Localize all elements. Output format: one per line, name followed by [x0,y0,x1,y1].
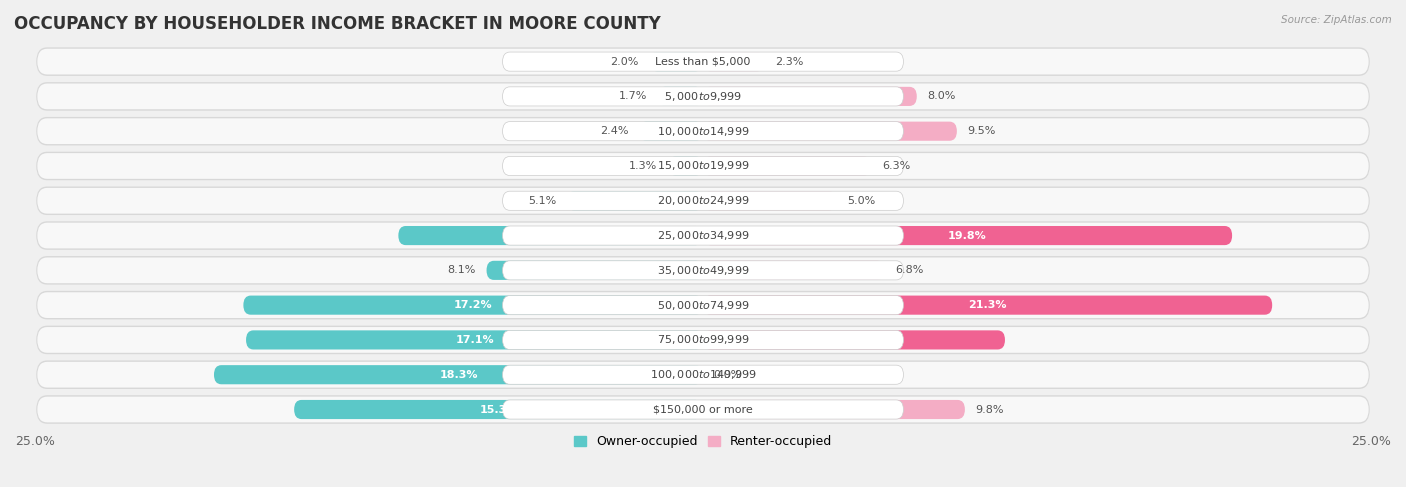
FancyBboxPatch shape [38,118,1368,144]
Text: OCCUPANCY BY HOUSEHOLDER INCOME BRACKET IN MOORE COUNTY: OCCUPANCY BY HOUSEHOLDER INCOME BRACKET … [14,15,661,33]
FancyBboxPatch shape [502,261,904,280]
FancyBboxPatch shape [38,292,1368,318]
FancyBboxPatch shape [294,400,703,419]
FancyBboxPatch shape [214,365,703,384]
Text: 2.0%: 2.0% [610,56,638,67]
Text: 11.3%: 11.3% [835,335,873,345]
FancyBboxPatch shape [502,400,904,419]
Text: 6.3%: 6.3% [882,161,910,171]
Legend: Owner-occupied, Renter-occupied: Owner-occupied, Renter-occupied [568,430,838,453]
FancyBboxPatch shape [38,188,1368,214]
Text: $10,000 to $14,999: $10,000 to $14,999 [657,125,749,138]
FancyBboxPatch shape [38,84,1368,109]
FancyBboxPatch shape [246,330,703,350]
FancyBboxPatch shape [38,362,1368,388]
FancyBboxPatch shape [703,87,917,106]
Text: Less than $5,000: Less than $5,000 [655,56,751,67]
FancyBboxPatch shape [37,360,1369,389]
Text: 5.1%: 5.1% [527,196,555,206]
Text: $100,000 to $149,999: $100,000 to $149,999 [650,368,756,381]
Text: 9.5%: 9.5% [967,126,995,136]
FancyBboxPatch shape [703,52,765,71]
Text: 6.8%: 6.8% [896,265,924,275]
FancyBboxPatch shape [703,296,1272,315]
Text: $75,000 to $99,999: $75,000 to $99,999 [657,334,749,346]
Text: $150,000 or more: $150,000 or more [654,405,752,414]
FancyBboxPatch shape [38,327,1368,353]
Text: 17.1%: 17.1% [456,335,494,345]
Text: 2.3%: 2.3% [775,56,803,67]
Text: $35,000 to $49,999: $35,000 to $49,999 [657,264,749,277]
FancyBboxPatch shape [668,156,703,175]
FancyBboxPatch shape [658,87,703,106]
Text: 9.8%: 9.8% [976,405,1004,414]
Text: $5,000 to $9,999: $5,000 to $9,999 [664,90,742,103]
Text: 5.0%: 5.0% [848,196,876,206]
FancyBboxPatch shape [502,191,904,210]
FancyBboxPatch shape [502,330,904,350]
FancyBboxPatch shape [502,87,904,106]
FancyBboxPatch shape [703,330,1005,350]
Text: 1.3%: 1.3% [630,161,658,171]
Text: 1.7%: 1.7% [619,92,647,101]
Text: 8.0%: 8.0% [928,92,956,101]
FancyBboxPatch shape [703,156,872,175]
FancyBboxPatch shape [638,122,703,141]
Text: $20,000 to $24,999: $20,000 to $24,999 [657,194,749,207]
FancyBboxPatch shape [37,291,1369,319]
FancyBboxPatch shape [486,261,703,280]
FancyBboxPatch shape [398,226,703,245]
FancyBboxPatch shape [37,395,1369,424]
Text: 0.0%: 0.0% [714,370,742,380]
FancyBboxPatch shape [38,396,1368,422]
Text: 8.1%: 8.1% [447,265,475,275]
FancyBboxPatch shape [37,326,1369,354]
FancyBboxPatch shape [502,156,904,175]
Text: 19.8%: 19.8% [948,230,987,241]
FancyBboxPatch shape [502,226,904,245]
FancyBboxPatch shape [37,82,1369,111]
FancyBboxPatch shape [502,365,904,384]
FancyBboxPatch shape [567,191,703,210]
FancyBboxPatch shape [502,52,904,71]
FancyBboxPatch shape [38,223,1368,248]
FancyBboxPatch shape [37,152,1369,180]
Text: $50,000 to $74,999: $50,000 to $74,999 [657,299,749,312]
Text: 11.4%: 11.4% [531,230,569,241]
FancyBboxPatch shape [703,261,884,280]
Text: 21.3%: 21.3% [969,300,1007,310]
FancyBboxPatch shape [37,47,1369,76]
Text: 18.3%: 18.3% [439,370,478,380]
FancyBboxPatch shape [37,221,1369,250]
FancyBboxPatch shape [38,258,1368,283]
Text: $25,000 to $34,999: $25,000 to $34,999 [657,229,749,242]
FancyBboxPatch shape [37,117,1369,146]
FancyBboxPatch shape [703,122,957,141]
FancyBboxPatch shape [650,52,703,71]
Text: $15,000 to $19,999: $15,000 to $19,999 [657,159,749,172]
FancyBboxPatch shape [243,296,703,315]
Text: 17.2%: 17.2% [454,300,492,310]
FancyBboxPatch shape [37,256,1369,284]
FancyBboxPatch shape [502,122,904,141]
Text: 2.4%: 2.4% [600,126,628,136]
FancyBboxPatch shape [703,191,837,210]
FancyBboxPatch shape [502,296,904,315]
Text: Source: ZipAtlas.com: Source: ZipAtlas.com [1281,15,1392,25]
FancyBboxPatch shape [703,226,1232,245]
FancyBboxPatch shape [37,187,1369,215]
FancyBboxPatch shape [38,153,1368,179]
Text: 15.3%: 15.3% [479,405,517,414]
FancyBboxPatch shape [703,400,965,419]
FancyBboxPatch shape [38,49,1368,75]
